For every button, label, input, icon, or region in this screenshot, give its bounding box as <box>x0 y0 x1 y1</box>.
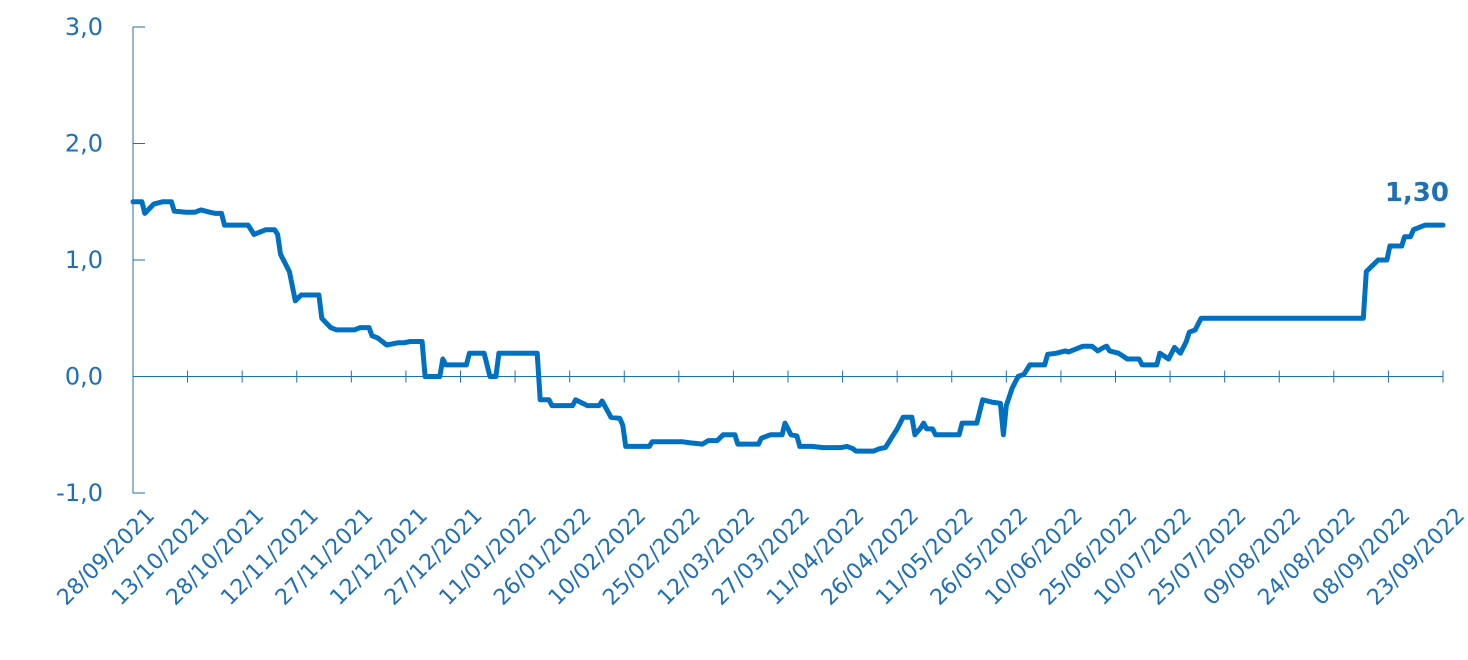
y-axis-ticks: 3,0 2,0 1,0 0,0 -1,0 <box>56 13 145 507</box>
x-axis-ticks: 28/09/202113/10/202128/10/202112/11/2021… <box>53 370 1468 611</box>
chart-axes <box>132 27 1443 493</box>
y-tick-label: 2,0 <box>65 130 103 158</box>
y-tick-label: 1,0 <box>65 246 103 274</box>
series-group <box>130 199 1446 454</box>
last-value-label: 1,30 <box>1385 178 1449 208</box>
y-tick-label: 3,0 <box>65 13 103 41</box>
series-line <box>130 199 1446 454</box>
y-tick-label: 0,0 <box>65 363 103 391</box>
y-tick-label: -1,0 <box>56 479 103 507</box>
